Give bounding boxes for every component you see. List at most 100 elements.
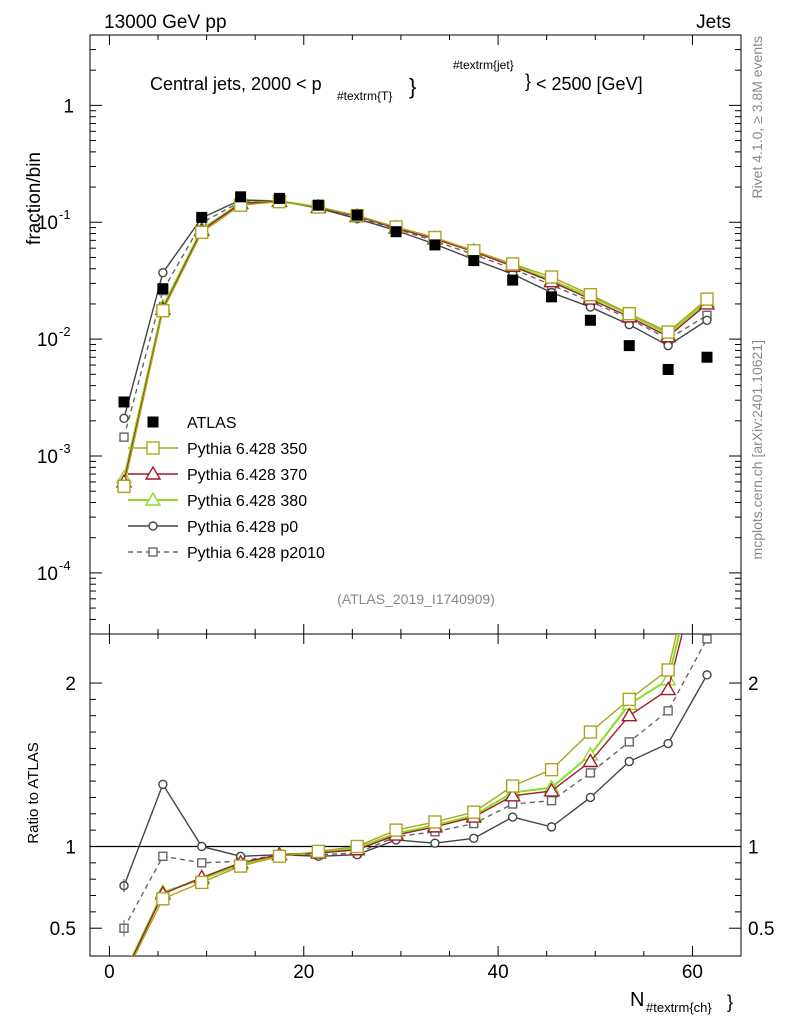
ratio-point-p370 — [504, 787, 521, 802]
series-line-p380 — [123, 199, 708, 479]
point-atlas — [235, 191, 247, 203]
ratio-point-p350 — [505, 779, 520, 793]
point-p2010 — [119, 432, 129, 442]
ratio-tick-label: 1 — [65, 837, 76, 858]
legend-entry-p380: Pythia 6.428 380 — [128, 491, 307, 510]
ratio-point-p0 — [430, 838, 440, 848]
y-axis-label: fraction/bin — [24, 152, 45, 245]
y-tick-label: 10 -1 — [37, 207, 71, 234]
y-tick-label: 10 -2 — [37, 324, 71, 351]
point-atlas — [273, 192, 285, 204]
legend-marker-p2010 — [148, 547, 158, 557]
ratio-point-p370 — [700, 529, 714, 541]
point-p350 — [661, 325, 675, 339]
point-atlas — [157, 283, 169, 295]
legend-entry-p2010: Pythia 6.428 p2010 — [128, 545, 325, 562]
plot-title: Central jets, 2000 < p #textrm{T} } #tex… — [150, 58, 643, 103]
ratio-series-p380 — [117, 513, 714, 979]
ratio-point-p370 — [621, 707, 638, 722]
main-panel-series — [115, 191, 716, 494]
series-line-p350 — [123, 200, 708, 487]
point-atlas — [623, 340, 635, 352]
x-tick-label: 0 — [104, 962, 115, 983]
ratio-point-p0 — [702, 670, 712, 680]
svg-text:}: } — [727, 992, 733, 1012]
y-tick-exp: -4 — [59, 558, 71, 573]
point-p350 — [544, 270, 559, 284]
svg-text:#textrm{ch}: #textrm{ch} — [646, 1000, 712, 1015]
point-p0 — [119, 413, 129, 424]
legend-marker-p370 — [144, 465, 162, 480]
ratio-point-p350 — [350, 839, 364, 854]
y-tick-label: 10 -3 — [37, 441, 71, 468]
x-tick-label: 40 — [488, 962, 509, 983]
data-layer — [115, 191, 716, 979]
ratio-point-p0 — [663, 738, 673, 749]
ratio-point-p0 — [469, 833, 479, 844]
ratio-point-p2010 — [663, 706, 673, 716]
ratio-series-p0 — [119, 670, 712, 891]
svg-text:#textrm{T}: #textrm{T} — [337, 89, 392, 103]
ratio-panel-series — [117, 497, 714, 979]
legend: ATLAS Pythia 6.428 350 Pythia 6.428 370 Pyt… — [128, 415, 325, 562]
y-tick-base: 10 — [37, 447, 58, 468]
legend-label-p370: Pythia 6.428 370 — [187, 467, 307, 484]
header-right: Jets — [696, 12, 731, 33]
point-atlas — [351, 209, 363, 221]
y-tick-label: 1 — [63, 96, 74, 117]
ratio-point-p0 — [197, 841, 207, 852]
mcplots-ref: mcplots.cern.ch [arXiv:2401.10621] — [749, 340, 765, 559]
ratio-series-p350 — [133, 497, 713, 956]
ratio-point-p350 — [701, 497, 713, 509]
ratio-tick-label: 0.5 — [50, 919, 76, 940]
ratio-line-p0 — [123, 674, 708, 886]
ratio-line-p370 — [132, 634, 683, 956]
ratio-point-p350 — [389, 823, 403, 837]
legend-label-p2010: Pythia 6.428 p2010 — [187, 545, 325, 562]
y-tick-label: 10 -4 — [37, 558, 71, 585]
ratio-point-p2010 — [585, 768, 596, 778]
rivet-version: Rivet 4.1.0, ≥ 3.8M events — [749, 36, 765, 199]
y-tick-exp: -1 — [59, 207, 71, 222]
point-atlas — [701, 351, 713, 363]
ratio-point-p2010 — [546, 796, 557, 806]
series-p0 — [119, 195, 712, 424]
ratio-point-p350 — [544, 762, 559, 777]
point-atlas — [196, 211, 208, 223]
point-p350 — [583, 287, 598, 302]
ratio-point-p350 — [467, 805, 481, 819]
ratio-y-axis-label: Ratio to ATLAS — [25, 742, 42, 843]
point-p0 — [663, 340, 673, 351]
point-p350 — [700, 292, 714, 306]
point-p350 — [467, 244, 481, 258]
ratio-point-p370 — [582, 753, 599, 768]
point-atlas — [390, 226, 402, 238]
point-atlas — [429, 239, 441, 251]
svg-text:Central jets, 2000 < p: Central jets, 2000 < p — [150, 74, 322, 94]
x-tick-label: 20 — [293, 962, 314, 983]
series-line-p0 — [123, 199, 708, 419]
legend-entry-p370: Pythia 6.428 370 — [128, 465, 307, 484]
ratio-point-p350 — [156, 892, 170, 906]
y-tick-base: 10 — [37, 330, 58, 351]
header-left: 13000 GeV pp — [104, 12, 227, 33]
ratio-point-p380 — [117, 967, 131, 979]
legend-entry-p350: Pythia 6.428 350 — [128, 441, 307, 458]
ratio-point-p350 — [428, 815, 442, 829]
point-atlas — [546, 291, 558, 303]
ratio-point-p2010 — [624, 737, 634, 747]
point-p0 — [158, 268, 168, 278]
ratio-point-p380 — [700, 513, 714, 525]
ratio-line-p2010 — [123, 638, 708, 929]
ratio-line-p350 — [133, 634, 678, 956]
ratio-point-p2010 — [158, 851, 168, 861]
svg-text:}: } — [409, 74, 416, 99]
legend-label-atlas: ATLAS — [187, 415, 237, 432]
point-p350 — [117, 479, 131, 494]
ratio-point-p350 — [272, 849, 287, 863]
ratio-point-p350 — [661, 663, 675, 677]
point-atlas — [584, 314, 596, 326]
ratio-tick-label-right: 0.5 — [748, 919, 774, 940]
